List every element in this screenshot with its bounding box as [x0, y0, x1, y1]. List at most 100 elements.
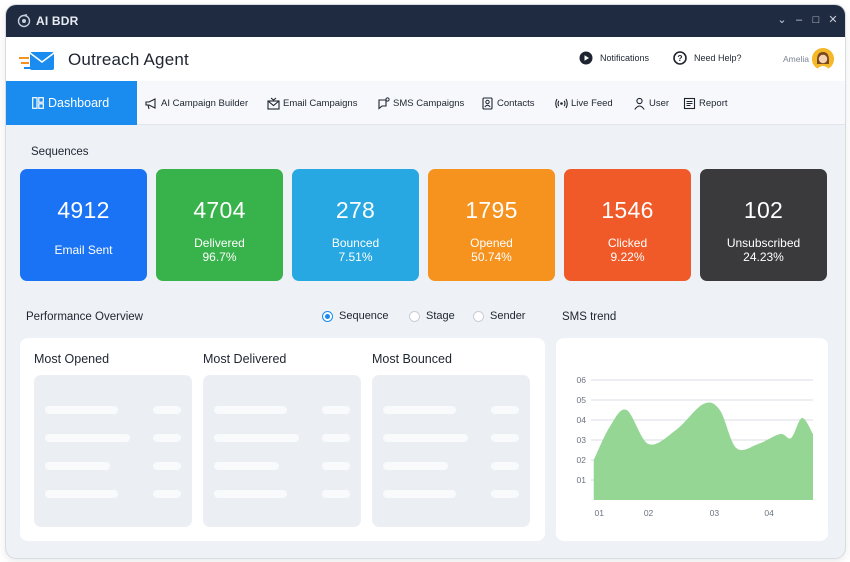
stat-value: 1795 [465, 197, 518, 223]
stat-value: 4704 [193, 197, 246, 223]
placeholder-bar [322, 406, 350, 414]
envelope-logo-icon [19, 52, 55, 70]
stat-percent: 7.51% [338, 250, 373, 264]
nav-sms-campaigns[interactable]: SMS Campaigns [377, 81, 464, 125]
placeholder-bar [153, 462, 181, 470]
sms-trend-title: SMS trend [562, 311, 617, 323]
most-bounced-list [372, 375, 530, 527]
stat-card-unsubscribed[interactable]: 102 Unsubscribed 24.23% [700, 169, 827, 281]
y-tick-label: 05 [577, 395, 587, 405]
stat-value: 102 [743, 197, 784, 223]
nav-label: User [649, 97, 670, 109]
radio-unselected-icon [473, 310, 484, 322]
stat-card-delivered[interactable]: 4704 Delivered 96.7% [156, 169, 283, 281]
help-icon[interactable]: ? [673, 51, 687, 65]
stat-percent: 96.7% [202, 250, 237, 264]
nav-user[interactable]: User [633, 81, 669, 125]
main-nav: Dashboard AI Campaign Builder Email Camp… [6, 81, 845, 125]
stat-label: Opened [470, 236, 513, 250]
stat-value: 1546 [601, 197, 654, 223]
app-logo-icon [17, 14, 31, 28]
placeholder-bar [45, 406, 118, 414]
play-circle-icon[interactable] [579, 51, 593, 65]
maximize-window-button[interactable]: □ [812, 14, 820, 26]
dashboard-icon [32, 97, 44, 109]
most-bounced-title: Most Bounced [372, 352, 452, 366]
nav-label: AI Campaign Builder [161, 97, 249, 109]
radio-label: Sequence [339, 310, 389, 322]
radio-label: Stage [426, 310, 455, 322]
stat-card-clicked[interactable]: 1546 Clicked 9.22% [564, 169, 691, 281]
placeholder-bar [153, 406, 181, 414]
report-icon [683, 97, 696, 109]
title-bar: AI BDR ⌄ – □ ✕ [6, 5, 845, 37]
placeholder-bar [491, 406, 519, 414]
user-icon [634, 97, 645, 110]
stat-percent: 9.22% [610, 250, 645, 264]
nav-label: Report [699, 97, 728, 109]
nav-report[interactable]: Report [683, 81, 728, 125]
stat-card-opened[interactable]: 1795 Opened 50.74% [428, 169, 555, 281]
stat-card-bounced[interactable]: 278 Bounced 7.51% [292, 169, 419, 281]
mail-icon [267, 97, 280, 110]
placeholder-bar [383, 462, 448, 470]
x-tick-label: 03 [710, 508, 720, 518]
x-tick-label: 04 [764, 508, 774, 518]
minimize-window-button[interactable]: – [795, 14, 803, 26]
radio-sender[interactable]: Sender [473, 310, 525, 322]
nav-label: Live Feed [571, 97, 613, 109]
close-window-button[interactable]: ✕ [828, 14, 838, 26]
nav-email-campaigns[interactable]: Email Campaigns [267, 81, 357, 125]
placeholder-bar [383, 490, 456, 498]
placeholder-bar [45, 434, 130, 442]
nav-label: Contacts [497, 97, 535, 109]
app-header: Outreach Agent Notifications ? Need Help… [6, 37, 845, 81]
radio-sequence[interactable]: Sequence [322, 310, 389, 322]
placeholder-bar [153, 434, 181, 442]
user-name[interactable]: Amelia [783, 54, 809, 64]
placeholder-bar [491, 462, 519, 470]
nav-live-feed[interactable]: Live Feed [555, 81, 613, 125]
need-help-link[interactable]: Need Help? [694, 53, 742, 63]
sms-trend-panel: 06 05 04 03 02 01 01 02 03 04 [556, 338, 828, 541]
y-tick-label: 01 [577, 475, 587, 485]
placeholder-bar [322, 462, 350, 470]
nav-label: Email Campaigns [283, 97, 358, 109]
stat-value: 4912 [57, 197, 110, 223]
placeholder-bar [153, 490, 181, 498]
placeholder-bar [214, 490, 287, 498]
sms-trend-area [593, 402, 813, 500]
app-window: AI BDR ⌄ – □ ✕ Outreach Agent Notificati… [6, 5, 845, 558]
most-delivered-title: Most Delivered [203, 352, 287, 366]
nav-label: SMS Campaigns [393, 97, 465, 109]
avatar[interactable] [812, 48, 834, 70]
most-opened-title: Most Opened [34, 352, 110, 366]
stat-label: Unsubscribed [726, 236, 801, 250]
chat-icon [378, 96, 390, 110]
contacts-icon [482, 96, 493, 110]
placeholder-bar [383, 406, 456, 414]
most-opened-list [34, 375, 192, 527]
most-delivered-list [203, 375, 361, 527]
placeholder-bar [383, 434, 468, 442]
radio-unselected-icon [409, 310, 420, 322]
stat-card-email-sent[interactable]: 4912 Email Sent [20, 169, 147, 281]
radio-stage[interactable]: Stage [409, 310, 455, 322]
sequences-title: Sequences [31, 146, 89, 158]
megaphone-icon [145, 97, 156, 109]
placeholder-bar [322, 434, 350, 442]
y-tick-label: 03 [577, 435, 587, 445]
x-tick-label: 02 [644, 508, 654, 518]
collapse-window-button[interactable]: ⌄ [777, 14, 787, 26]
nav-dashboard-label: Dashboard [48, 96, 110, 110]
stat-label: Bounced [331, 236, 380, 250]
x-tick-label: 01 [594, 508, 604, 518]
nav-dashboard[interactable]: Dashboard [6, 81, 137, 125]
nav-ai-campaign-builder[interactable]: AI Campaign Builder [145, 81, 248, 125]
notifications-link[interactable]: Notifications [600, 53, 650, 63]
placeholder-bar [491, 490, 519, 498]
y-tick-label: 02 [577, 455, 587, 465]
radio-label: Sender [490, 310, 526, 322]
stat-label: Email Sent [54, 243, 113, 257]
nav-contacts[interactable]: Contacts [481, 81, 535, 125]
